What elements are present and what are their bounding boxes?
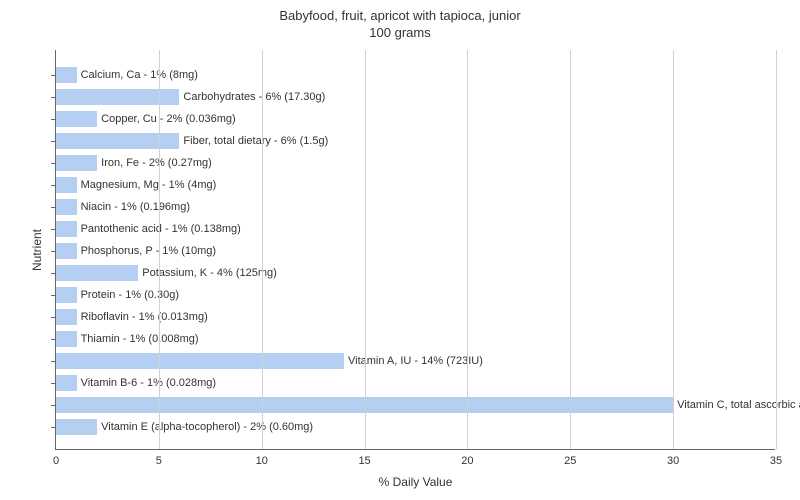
bar-label: Fiber, total dietary - 6% (1.5g): [179, 131, 328, 151]
x-gridline: [262, 50, 263, 449]
bars-container: Calcium, Ca - 1% (8mg)Carbohydrates - 6%…: [56, 50, 775, 449]
bar: [56, 133, 179, 149]
x-tick-label: 5: [156, 455, 162, 467]
bar-label: Protein - 1% (0.30g): [77, 285, 179, 305]
x-gridline: [570, 50, 571, 449]
bar-row: Thiamin - 1% (0.008mg): [56, 329, 776, 349]
bar: [56, 331, 77, 347]
bar: [56, 243, 77, 259]
bar-label: Carbohydrates - 6% (17.30g): [179, 87, 325, 107]
bar-label: Thiamin - 1% (0.008mg): [77, 329, 199, 349]
bar: [56, 221, 77, 237]
x-tick-label: 0: [53, 455, 59, 467]
bar-row: Vitamin E (alpha-tocopherol) - 2% (0.60m…: [56, 417, 776, 437]
bar-row: Potassium, K - 4% (125mg): [56, 263, 776, 283]
bar-label: Iron, Fe - 2% (0.27mg): [97, 153, 212, 173]
bar-row: Riboflavin - 1% (0.013mg): [56, 307, 776, 327]
chart-title: Babyfood, fruit, apricot with tapioca, j…: [0, 0, 800, 42]
bar-row: Magnesium, Mg - 1% (4mg): [56, 175, 776, 195]
bar-label: Vitamin C, total ascorbic acid - 30% (17…: [673, 395, 800, 415]
x-gridline: [159, 50, 160, 449]
x-tick-label: 10: [256, 455, 268, 467]
bar-row: Phosphorus, P - 1% (10mg): [56, 241, 776, 261]
x-gridline: [673, 50, 674, 449]
bar: [56, 177, 77, 193]
bar: [56, 155, 97, 171]
chart-title-line1: Babyfood, fruit, apricot with tapioca, j…: [0, 8, 800, 25]
bar-row: Carbohydrates - 6% (17.30g): [56, 87, 776, 107]
bar-label: Phosphorus, P - 1% (10mg): [77, 241, 217, 261]
bar-label: Vitamin B-6 - 1% (0.028mg): [77, 373, 217, 393]
y-axis-label: Nutrient: [30, 228, 44, 270]
bar: [56, 89, 179, 105]
bar: [56, 199, 77, 215]
x-tick-label: 30: [667, 455, 679, 467]
bar: [56, 375, 77, 391]
bar: [56, 353, 344, 369]
bar-label: Magnesium, Mg - 1% (4mg): [77, 175, 217, 195]
bar: [56, 67, 77, 83]
bar-label: Niacin - 1% (0.196mg): [77, 197, 190, 217]
x-gridline: [776, 50, 777, 449]
bar: [56, 111, 97, 127]
bar-row: Copper, Cu - 2% (0.036mg): [56, 109, 776, 129]
bar-label: Vitamin E (alpha-tocopherol) - 2% (0.60m…: [97, 417, 313, 437]
bar-row: Vitamin B-6 - 1% (0.028mg): [56, 373, 776, 393]
x-gridline: [365, 50, 366, 449]
bar-row: Pantothenic acid - 1% (0.138mg): [56, 219, 776, 239]
bar-row: Iron, Fe - 2% (0.27mg): [56, 153, 776, 173]
bar-row: Vitamin C, total ascorbic acid - 30% (17…: [56, 395, 776, 415]
x-tick-label: 25: [564, 455, 576, 467]
bar-row: Fiber, total dietary - 6% (1.5g): [56, 131, 776, 151]
bar: [56, 287, 77, 303]
bar: [56, 419, 97, 435]
bar-row: Niacin - 1% (0.196mg): [56, 197, 776, 217]
bar-row: Protein - 1% (0.30g): [56, 285, 776, 305]
x-tick-label: 20: [461, 455, 473, 467]
bar-row: Vitamin A, IU - 14% (723IU): [56, 351, 776, 371]
bar-label: Calcium, Ca - 1% (8mg): [77, 65, 198, 85]
x-gridline: [467, 50, 468, 449]
chart-plot-area: Nutrient % Daily Value Calcium, Ca - 1% …: [55, 50, 775, 450]
bar: [56, 265, 138, 281]
bar-label: Copper, Cu - 2% (0.036mg): [97, 109, 236, 129]
x-tick-label: 15: [358, 455, 370, 467]
bar: [56, 309, 77, 325]
bar-label: Riboflavin - 1% (0.013mg): [77, 307, 208, 327]
bar-row: Calcium, Ca - 1% (8mg): [56, 65, 776, 85]
x-tick-label: 35: [770, 455, 782, 467]
x-axis-label: % Daily Value: [56, 475, 775, 489]
chart-title-line2: 100 grams: [0, 25, 800, 42]
